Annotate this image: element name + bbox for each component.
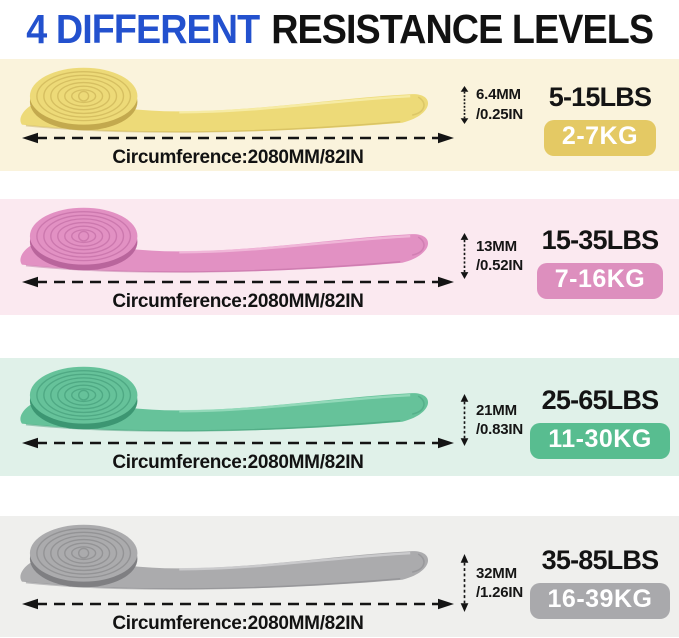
resistance-kg-badge: 16-39KG <box>529 583 671 619</box>
band-row-pink: 13MM /0.52IN 15-35LBS 7-16KG Circumferen… <box>0 199 679 315</box>
circumference-label: Circumference:2080MM/82IN <box>112 291 364 312</box>
thickness-measure: 6.4MM /0.25IN <box>459 85 523 124</box>
thickness-arrow-icon <box>460 85 469 124</box>
thickness-mm: 6.4MM <box>476 86 521 103</box>
thickness-in: /0.83IN <box>476 421 523 438</box>
title-highlight: 4 DIFFERENT <box>26 6 260 52</box>
band-row-green: 21MM /0.83IN 25-65LBS 11-30KG Circumfere… <box>0 358 679 476</box>
resistance-info: 25-65LBS 11-30KG <box>526 385 674 459</box>
thickness-measure: 13MM /0.52IN <box>459 233 523 279</box>
circumference-label: Circumference:2080MM/82IN <box>112 147 364 168</box>
circumference-measure: Circumference:2080MM/82IN <box>22 276 454 313</box>
circumference-label: Circumference:2080MM/82IN <box>112 452 364 473</box>
band-row-yellow: 6.4MM /0.25IN 5-15LBS 2-7KG Circumferenc… <box>0 59 679 171</box>
page-title: 4 DIFFERENT RESISTANCE LEVELS <box>0 0 679 59</box>
thickness-in: /1.26IN <box>476 584 523 601</box>
circumference-arrow-icon <box>22 437 454 449</box>
resistance-kg-badge: 2-7KG <box>543 120 657 156</box>
resistance-info: 35-85LBS 16-39KG <box>526 545 674 619</box>
circumference-arrow-icon <box>22 276 454 288</box>
thickness-arrow-icon <box>460 394 469 446</box>
resistance-kg-badge: 7-16KG <box>536 263 664 299</box>
circumference-arrow-icon <box>22 132 454 144</box>
thickness-mm: 32MM <box>476 564 517 582</box>
thickness-arrow-icon <box>460 233 469 279</box>
thickness-in: /0.25IN <box>476 105 523 123</box>
thickness-mm: 21MM <box>476 401 517 419</box>
circumference-measure: Circumference:2080MM/82IN <box>22 437 454 474</box>
resistance-kg-badge: 11-30KG <box>530 423 670 459</box>
thickness-mm: 13MM <box>476 237 517 255</box>
resistance-band-illustration <box>20 207 429 273</box>
resistance-lbs: 25-65LBS <box>541 385 659 415</box>
resistance-info: 5-15LBS 2-7KG <box>526 82 674 156</box>
resistance-lbs: 15-35LBS <box>541 225 659 255</box>
resistance-band-illustration <box>20 524 429 590</box>
circumference-measure: Circumference:2080MM/82IN <box>22 132 454 169</box>
thickness-arrow-icon <box>460 554 469 612</box>
band-row-gray: 32MM /1.26IN 35-85LBS 16-39KG Circumfere… <box>0 516 679 637</box>
resistance-info: 15-35LBS 7-16KG <box>526 225 674 299</box>
resistance-band-illustration <box>20 366 429 432</box>
resistance-lbs: 35-85LBS <box>541 545 659 575</box>
resistance-lbs: 5-15LBS <box>548 82 652 112</box>
thickness-measure: 32MM /1.26IN <box>459 554 523 612</box>
circumference-arrow-icon <box>22 598 454 610</box>
thickness-in: /0.52IN <box>476 257 523 274</box>
thickness-measure: 21MM /0.83IN <box>459 394 523 446</box>
title-rest: RESISTANCE LEVELS <box>271 6 654 52</box>
circumference-label: Circumference:2080MM/82IN <box>112 613 364 634</box>
circumference-measure: Circumference:2080MM/82IN <box>22 598 454 635</box>
rows: 6.4MM /0.25IN 5-15LBS 2-7KG Circumferenc… <box>0 59 679 637</box>
resistance-band-illustration <box>20 67 429 133</box>
